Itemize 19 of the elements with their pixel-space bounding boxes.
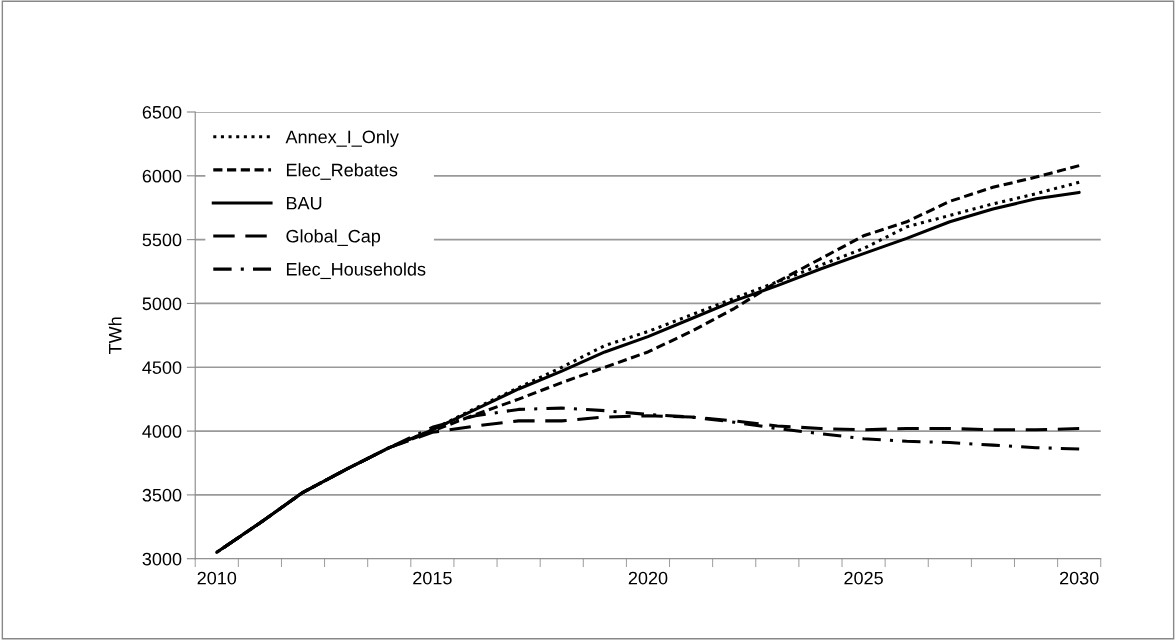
y-tick-label: 5500 xyxy=(142,233,182,247)
x-tick-label: 2015 xyxy=(413,571,452,585)
y-tick-label: 3000 xyxy=(142,552,182,566)
legend-label: BAU xyxy=(286,196,322,210)
legend-label: Elec_Rebates xyxy=(286,163,398,180)
x-tick-label: 2020 xyxy=(628,571,668,585)
legend-label: Global_Cap xyxy=(286,229,381,247)
legend-label: Annex_I_Only xyxy=(285,130,399,147)
x-tick-label: 2010 xyxy=(197,571,237,585)
x-tick-label: 2025 xyxy=(844,571,883,585)
y-axis-title: TWh xyxy=(108,317,122,355)
y-tick-label: 4500 xyxy=(142,361,182,374)
y-tick-label: 3500 xyxy=(142,488,182,502)
y-tick-label: 5000 xyxy=(142,297,182,311)
y-tick-label: 6000 xyxy=(142,169,182,183)
y-tick-label: 4000 xyxy=(142,425,182,438)
x-tick-label: 2030 xyxy=(1060,571,1099,585)
y-tick-label: 6500 xyxy=(142,105,182,119)
legend-label: Elec_Households xyxy=(286,262,426,280)
